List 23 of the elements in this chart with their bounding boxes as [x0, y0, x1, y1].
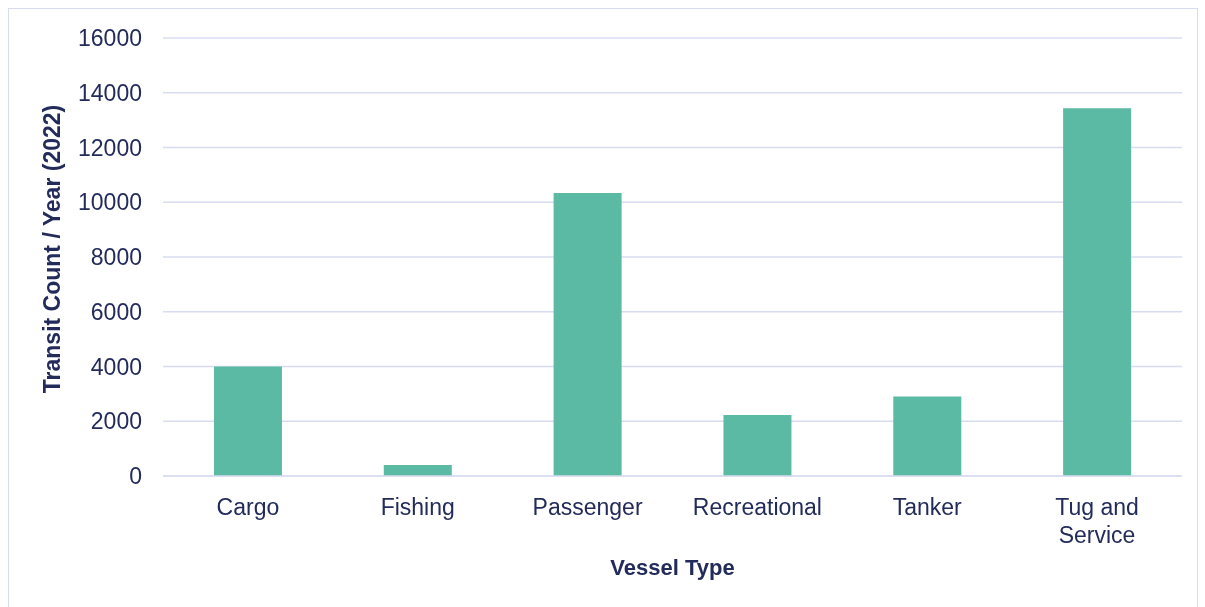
y-tick-label: 12000: [78, 134, 142, 161]
x-tick-label: Tanker: [892, 493, 963, 520]
bar: [723, 414, 792, 476]
y-tick-label: 6000: [90, 298, 142, 325]
bar: [553, 192, 622, 476]
y-tick-label: 14000: [78, 79, 142, 106]
x-tick-label: Cargo: [216, 493, 280, 520]
y-tick-label: 2000: [90, 408, 142, 435]
y-tick-label: 8000: [90, 244, 142, 271]
bar: [213, 366, 282, 476]
x-tick-label: Passenger: [532, 493, 643, 520]
y-axis-title: Transit Count / Year (2022): [39, 104, 65, 394]
bar: [893, 396, 962, 476]
x-tick-label: Tug and Service: [1055, 493, 1139, 548]
x-axis-title: Vessel Type: [610, 554, 735, 580]
y-tick-label: 16000: [78, 25, 142, 52]
x-tick-label: Recreational: [692, 493, 822, 520]
bar: [1063, 108, 1132, 476]
bar: [383, 465, 452, 476]
y-tick-label: 4000: [90, 353, 142, 380]
y-tick-label: 10000: [78, 189, 142, 216]
x-tick-label: Fishing: [380, 493, 455, 520]
y-tick-label: 0: [129, 463, 142, 490]
